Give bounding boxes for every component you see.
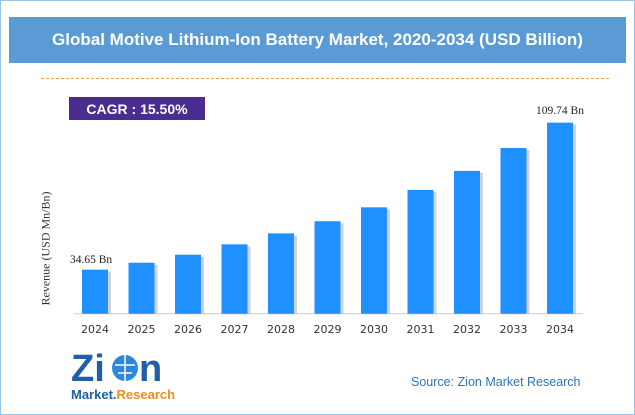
x-tick-label: 2028 <box>267 323 295 336</box>
bar-2025 <box>128 262 155 314</box>
bar-2033 <box>500 147 527 314</box>
bar-2026 <box>175 254 201 314</box>
cagr-badge: CAGR : 15.50% <box>69 97 205 120</box>
bar-2024 <box>82 269 108 314</box>
svg-text:Zi: Zi <box>71 348 105 390</box>
x-tick-label: 2024 <box>81 323 109 336</box>
bar-2028 <box>268 233 294 314</box>
x-tick-label: 2027 <box>221 323 249 336</box>
zion-logo: Zi n Market.Research <box>71 345 181 410</box>
data-label-first: 34.65 Bn <box>70 254 112 266</box>
svg-text:n: n <box>139 348 162 390</box>
x-tick-label: 2032 <box>453 323 481 336</box>
bar-2030 <box>361 207 387 314</box>
x-tick-label: 2030 <box>360 323 388 336</box>
bar-2031 <box>407 189 434 314</box>
x-tick-label: 2029 <box>314 323 342 336</box>
source-text: Source: Zion Market Research <box>411 375 581 389</box>
x-tick-label: 2026 <box>174 323 202 336</box>
bar-2027 <box>221 244 248 314</box>
bar-2032 <box>454 170 480 314</box>
svg-text:Market.Research: Market.Research <box>71 387 175 402</box>
x-tick-label: 2033 <box>500 323 528 336</box>
x-tick-label: 2025 <box>128 323 156 336</box>
x-tick-label: 2031 <box>407 323 435 336</box>
bar-2029 <box>314 221 341 314</box>
data-label-last: 109.74 Bn <box>536 105 584 117</box>
chart-title: Global Motive Lithium-Ion Battery Market… <box>9 17 626 63</box>
x-tick-label: 2034 <box>546 323 574 336</box>
bar-2034 <box>547 122 573 314</box>
divider <box>41 78 609 79</box>
